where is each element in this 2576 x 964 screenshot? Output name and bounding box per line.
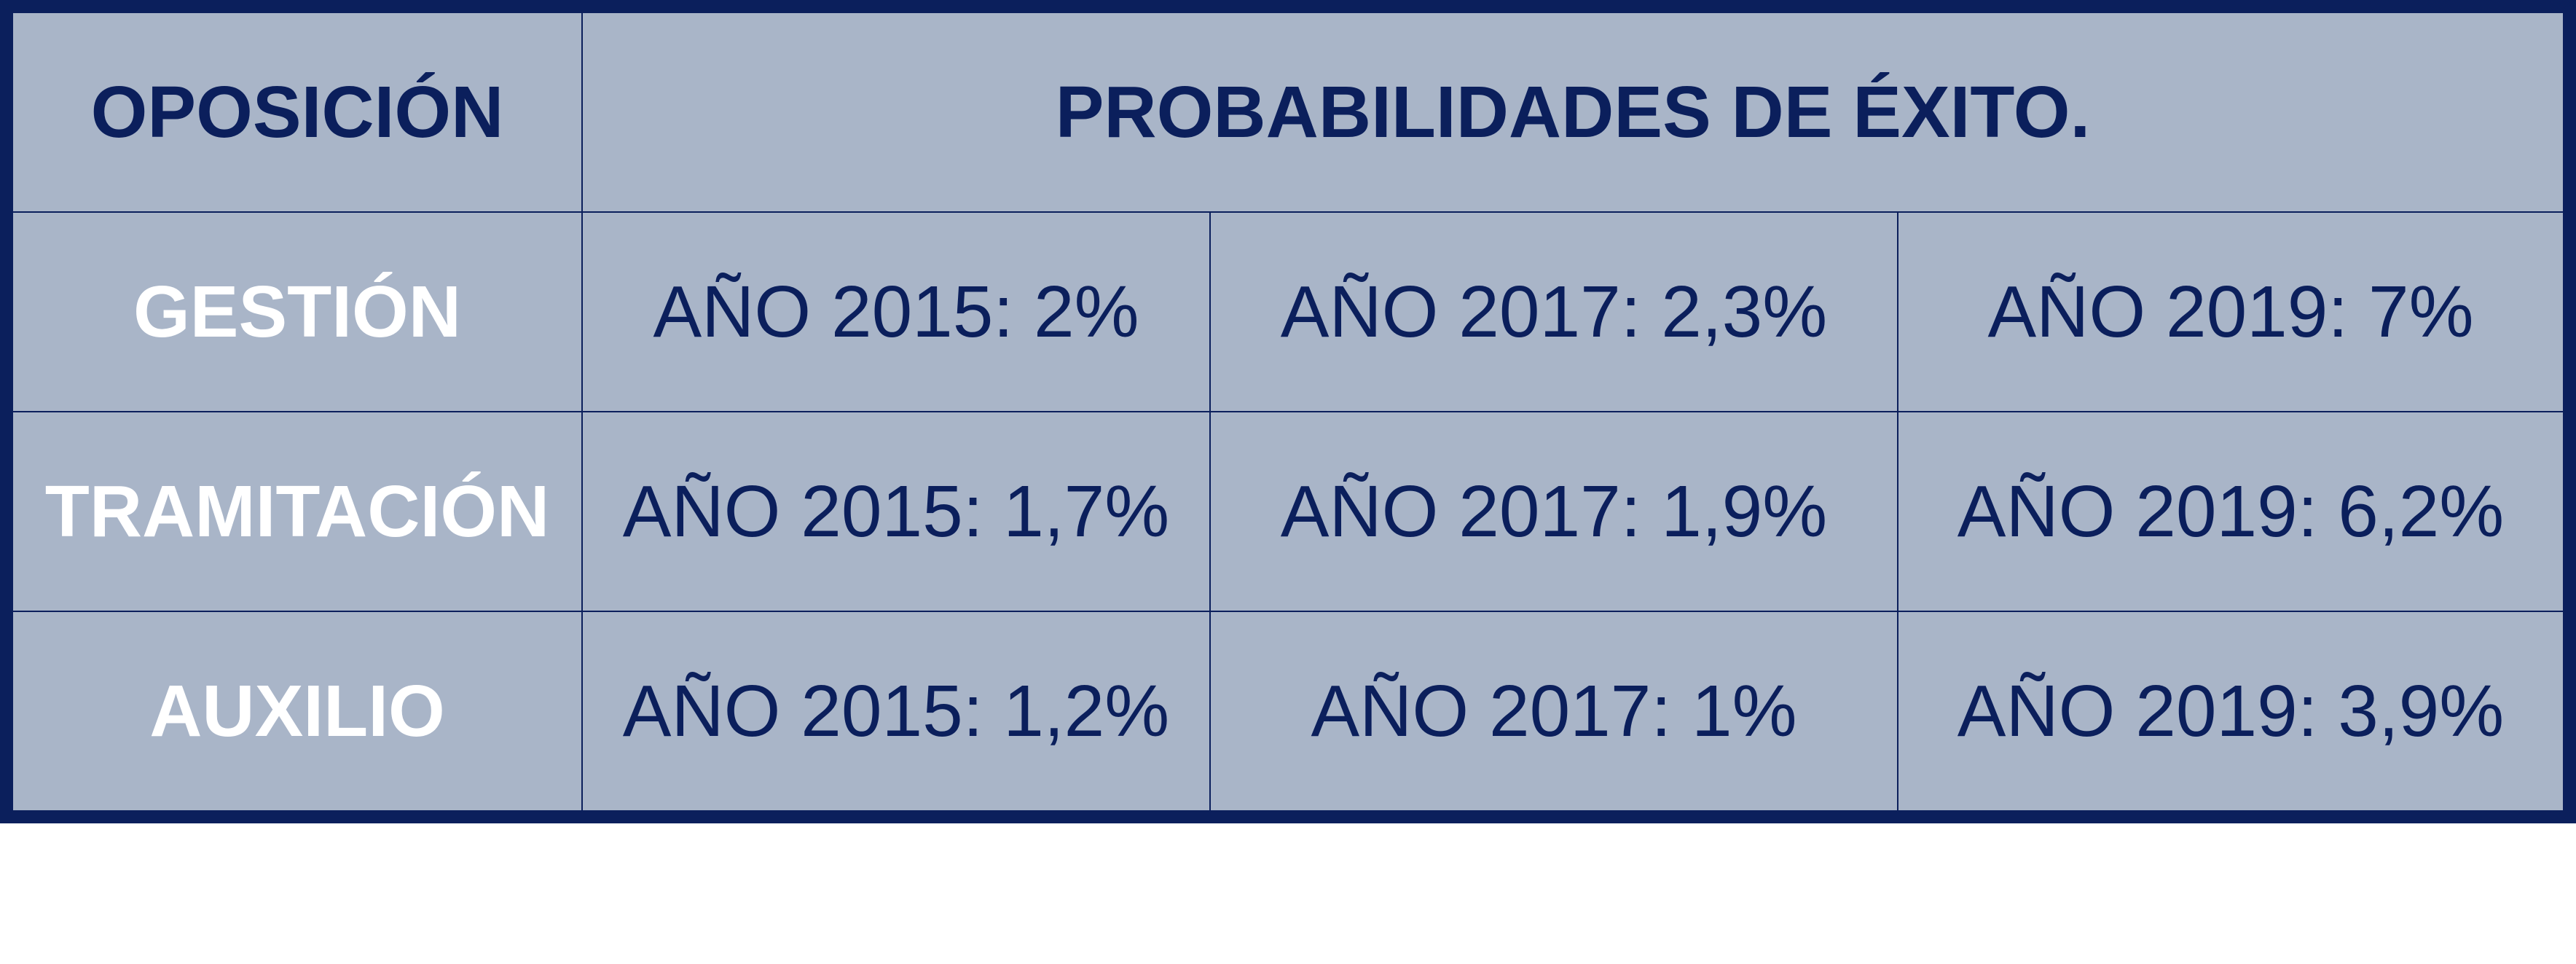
data-cell: AÑO 2019: 3,9% <box>1898 612 2563 810</box>
header-cell: PROBABILIDADES DE ÉXITO. <box>583 13 2563 211</box>
row-header: TRAMITACIÓN <box>13 412 581 611</box>
data-cell: AÑO 2017: 1,9% <box>1211 412 1897 611</box>
data-cell: AÑO 2019: 7% <box>1898 213 2563 411</box>
table: OPOSICIÓN PROBABILIDADES DE ÉXITO. GESTIÓN… <box>0 0 2576 823</box>
row-header: AUXILIO <box>13 612 581 810</box>
header-cell: OPOSICIÓN <box>13 13 581 211</box>
data-cell: AÑO 2015: 2% <box>583 213 1209 411</box>
row-header: GESTIÓN <box>13 213 581 411</box>
data-cell: AÑO 2015: 1,2% <box>583 612 1209 810</box>
data-cell: AÑO 2017: 1% <box>1211 612 1897 810</box>
data-cell: AÑO 2015: 1,7% <box>583 412 1209 611</box>
data-cell: AÑO 2017: 2,3% <box>1211 213 1897 411</box>
data-cell: AÑO 2019: 6,2% <box>1898 412 2563 611</box>
